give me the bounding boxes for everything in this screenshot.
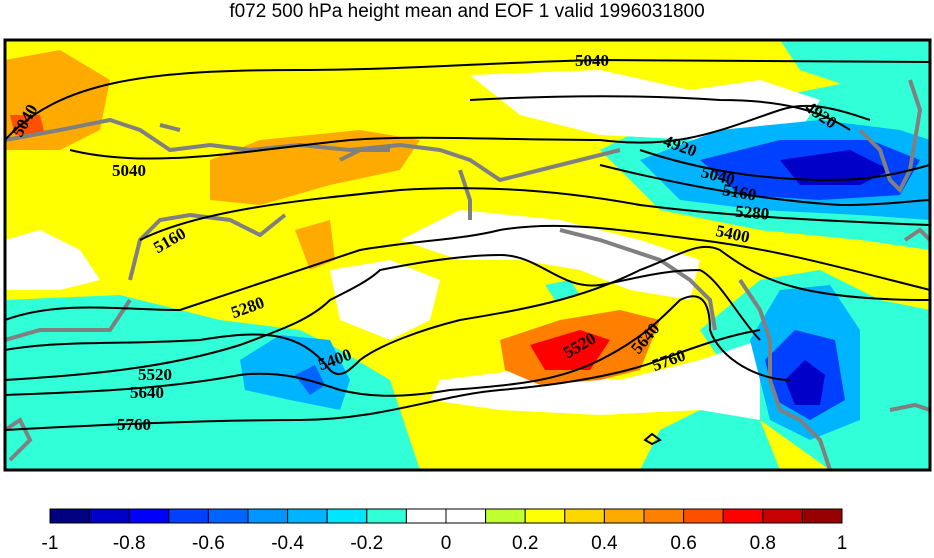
contour-label: 5520 [138, 365, 172, 384]
colorbar-swatch [168, 508, 209, 524]
navy-region-east [785, 360, 825, 405]
contour-label: 5280 [734, 202, 770, 224]
height-contours [5, 58, 930, 446]
contour-label: 5640 [130, 383, 164, 402]
red-region-northwest [10, 115, 45, 135]
colorbar-swatch [128, 508, 170, 524]
map-frame [3, 38, 932, 472]
colorbar-swatch [564, 508, 605, 524]
navy-region-northeast [780, 150, 890, 185]
colorbar-tick-label: 0.6 [670, 533, 697, 554]
colorbar-tick-label: -0.4 [271, 533, 304, 554]
colorbar [49, 508, 843, 524]
colorbar-tick-label: 0 [440, 533, 452, 554]
white-region-north [470, 70, 820, 140]
colorbar-swatch [287, 508, 328, 524]
colorbar-swatch [247, 508, 289, 524]
colorbar-tick-label: -0.6 [192, 533, 225, 554]
contour-label: 5760 [117, 415, 151, 434]
white-region-middle [330, 260, 440, 340]
colorbar-swatch [643, 508, 685, 524]
cyan-region-center [545, 280, 580, 300]
white-region-west [5, 230, 100, 290]
colorbar-swatch [49, 508, 91, 524]
blue-region-southwest [240, 335, 350, 410]
colorbar-swatch [801, 508, 843, 524]
colorbar-swatch [207, 508, 249, 524]
colorbar-swatch [603, 508, 645, 524]
page-title: f072 500 hPa height mean and EOF 1 valid… [229, 1, 705, 22]
colorbar-tick-label: 0.8 [749, 533, 777, 554]
colorbar-swatch [366, 508, 407, 524]
colorbar-swatch [485, 508, 526, 524]
colorbar-swatch [722, 508, 764, 524]
colorbar-tick-label: -0.2 [350, 533, 384, 554]
colorbar-swatch [445, 508, 487, 524]
colorbar-swatch [326, 508, 368, 524]
colorbar-swatch [89, 508, 130, 524]
cyan-region-top [780, 40, 930, 90]
colorbar-tick-label: 0.4 [591, 533, 618, 554]
colorbar-swatch [762, 508, 803, 524]
coastlines [5, 79, 930, 470]
colorbar-swatch [683, 508, 724, 524]
colorbar-tick-label: -0.8 [112, 533, 146, 554]
colorbar-swatch [524, 508, 566, 524]
orange-region-small [295, 220, 335, 270]
contour-label: 5040 [112, 161, 146, 180]
colorbar-tick-label: 0.2 [511, 533, 539, 554]
contour-label: 5040 [575, 51, 609, 70]
red-region-center [530, 330, 610, 370]
colorbar-tick-label: 1 [836, 533, 848, 554]
colorbar-tick-label: -1 [41, 533, 59, 554]
colorbar-swatch [405, 508, 447, 524]
